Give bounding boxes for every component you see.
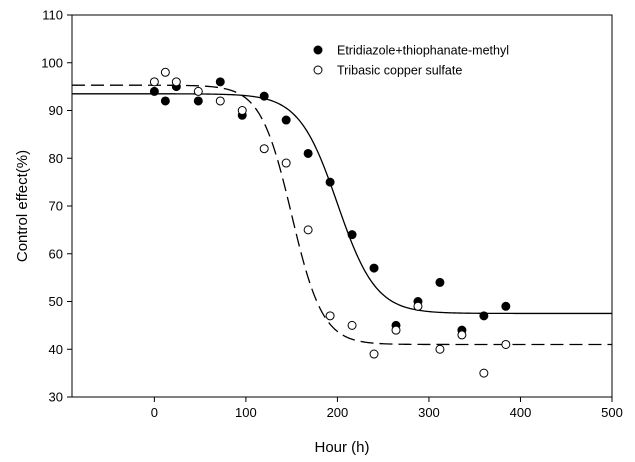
data-point-series-1: [369, 263, 379, 273]
data-point-series-2: [171, 77, 181, 87]
data-point-series-1: [501, 301, 511, 311]
y-tick-label: 100: [41, 55, 63, 70]
legend-label-series-1: Etridiazole+thiophanate-methyl: [337, 44, 509, 58]
y-tick-label: 50: [49, 294, 63, 309]
data-point-series-2: [325, 311, 335, 321]
legend-marker-series-2: [313, 65, 323, 75]
legend: Etridiazole+thiophanate-methyl Tribasic c…: [313, 44, 509, 78]
data-point-series-2: [413, 301, 423, 311]
x-tick-label: 0: [151, 405, 158, 420]
legend-label-series-2: Tribasic copper sulfate: [337, 64, 462, 78]
data-point-series-2: [215, 96, 225, 106]
data-point-series-1: [160, 96, 170, 106]
data-point-series-1: [193, 96, 203, 106]
data-point-series-1: [149, 86, 159, 96]
x-axis: 0 100 200 300 400 500: [151, 397, 623, 420]
fit-curves-layer: [72, 84, 612, 346]
y-tick-label: 30: [49, 390, 63, 405]
x-tick-label: 100: [235, 405, 257, 420]
y-axis: 30 40 50 60 70 80 90 100 110: [41, 8, 72, 405]
fit-curve-series-2: [72, 84, 612, 346]
data-point-series-2: [391, 325, 401, 335]
data-point-series-1: [303, 148, 313, 158]
data-point-series-2: [237, 106, 247, 115]
data-point-series-2: [457, 330, 467, 340]
x-tick-label: 400: [510, 405, 532, 420]
data-point-series-1: [479, 311, 489, 321]
data-point-series-2: [347, 320, 357, 330]
y-tick-label: 60: [49, 246, 63, 261]
data-point-series-2: [193, 86, 203, 96]
data-point-series-1: [259, 91, 269, 101]
data-point-series-1: [435, 277, 445, 287]
data-point-series-2: [501, 339, 511, 349]
data-point-series-2: [303, 225, 313, 235]
data-point-series-1: [347, 230, 357, 240]
data-point-series-2: [435, 344, 445, 354]
data-points-layer: [149, 67, 511, 378]
y-tick-label: 70: [49, 199, 63, 214]
fit-curve-series-1: [72, 93, 612, 315]
data-point-series-2: [479, 368, 489, 378]
x-tick-label: 200: [327, 405, 349, 420]
data-point-series-2: [281, 158, 291, 168]
legend-marker-series-1: [313, 45, 323, 55]
x-axis-title: Hour (h): [314, 439, 369, 456]
y-tick-label: 90: [49, 103, 63, 118]
x-tick-label: 300: [418, 405, 440, 420]
x-tick-label: 500: [601, 405, 623, 420]
y-axis-title: Control effect(%): [14, 150, 31, 262]
data-point-series-1: [325, 177, 335, 187]
y-tick-label: 80: [49, 151, 63, 166]
data-point-series-2: [160, 67, 170, 77]
y-tick-label: 40: [49, 342, 63, 357]
y-tick-label: 110: [42, 8, 63, 23]
data-point-series-1: [215, 77, 225, 87]
data-point-series-2: [259, 144, 269, 154]
data-point-series-1: [281, 115, 291, 125]
data-point-series-2: [369, 349, 379, 359]
data-point-series-2: [149, 77, 159, 87]
